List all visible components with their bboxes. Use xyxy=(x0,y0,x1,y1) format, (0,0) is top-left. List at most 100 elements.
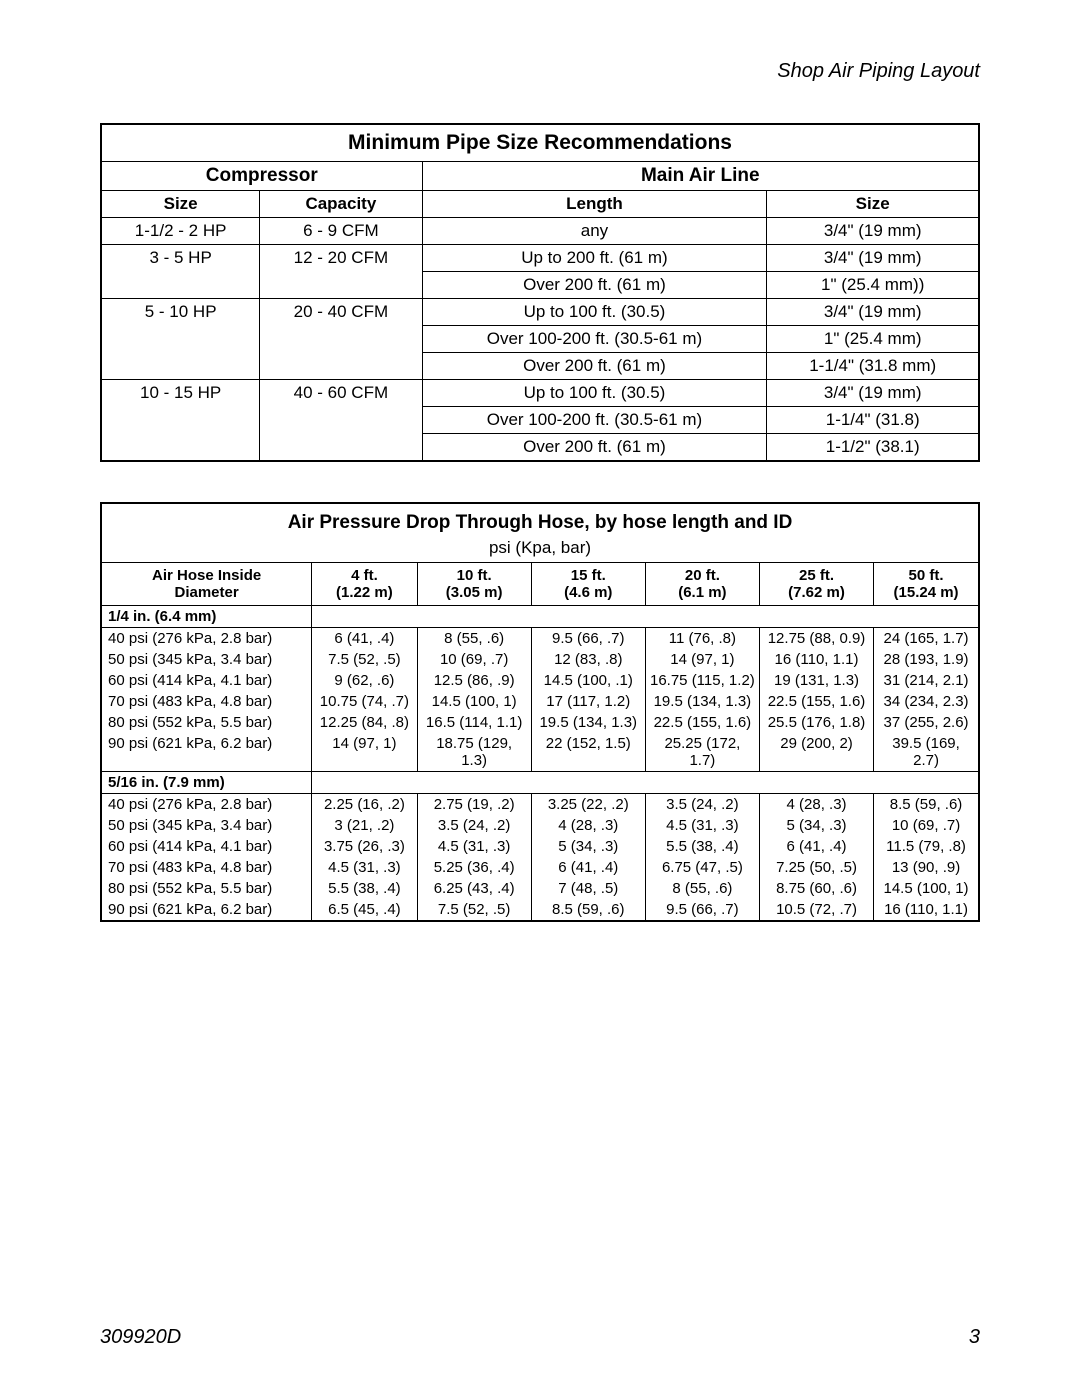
cell xyxy=(260,272,422,299)
page-header: Shop Air Piping Layout xyxy=(100,60,980,83)
cell: Over 200 ft. (61 m) xyxy=(422,353,767,380)
t1-group-compressor: Compressor xyxy=(101,162,422,191)
t1-title: Minimum Pipe Size Recommendations xyxy=(101,124,979,162)
cell: 1-1/4" (31.8) xyxy=(767,407,979,434)
cell: 8 (55, .6) xyxy=(417,628,531,650)
cell: 50 psi (345 kPa, 3.4 bar) xyxy=(101,649,312,670)
cell: 7.5 (52, .5) xyxy=(312,649,417,670)
cell: 6.5 (45, .4) xyxy=(312,899,417,921)
cell: 37 (255, 2.6) xyxy=(874,712,979,733)
cell: 14 (97, 1) xyxy=(645,649,759,670)
page-number: 3 xyxy=(969,1326,980,1349)
cell: 14.5 (100, 1) xyxy=(874,878,979,899)
cell: 7.25 (50, .5) xyxy=(759,857,873,878)
t1-col-size2: Size xyxy=(767,191,979,218)
cell: 5.25 (36, .4) xyxy=(417,857,531,878)
cell: Up to 200 ft. (61 m) xyxy=(422,245,767,272)
cell: 10 - 15 HP xyxy=(101,380,260,407)
t1-col-size: Size xyxy=(101,191,260,218)
cell: 11.5 (79, .8) xyxy=(874,836,979,857)
cell: 14 (97, 1) xyxy=(312,733,417,772)
cell xyxy=(101,326,260,353)
table-row: 60 psi (414 kPa, 4.1 bar)9 (62, .6)12.5 … xyxy=(101,670,979,691)
cell: 2.25 (16, .2) xyxy=(312,794,417,816)
cell: 31 (214, 2.1) xyxy=(874,670,979,691)
col-15ft: 15 ft.(4.6 m) xyxy=(531,563,645,606)
cell: 24 (165, 1.7) xyxy=(874,628,979,650)
cell: 8.5 (59, .6) xyxy=(531,899,645,921)
cell xyxy=(260,353,422,380)
cell: 4.5 (31, .3) xyxy=(417,836,531,857)
cell: 6 (41, .4) xyxy=(312,628,417,650)
t2-subtitle: psi (Kpa, bar) xyxy=(101,536,979,563)
cell xyxy=(101,407,260,434)
pipe-size-table: Minimum Pipe Size Recommendations Compre… xyxy=(100,123,980,462)
cell: 90 psi (621 kPa, 6.2 bar) xyxy=(101,899,312,921)
col-25ft: 25 ft.(7.62 m) xyxy=(759,563,873,606)
cell: 16 (110, 1.1) xyxy=(874,899,979,921)
cell: 25.25 (172, 1.7) xyxy=(645,733,759,772)
cell: 12.75 (88, 0.9) xyxy=(759,628,873,650)
cell: 19.5 (134, 1.3) xyxy=(645,691,759,712)
cell: 6 (41, .4) xyxy=(759,836,873,857)
cell: 13 (90, .9) xyxy=(874,857,979,878)
table-row: 40 psi (276 kPa, 2.8 bar)2.25 (16, .2)2.… xyxy=(101,794,979,816)
cell: 8.75 (60, .6) xyxy=(759,878,873,899)
cell: 34 (234, 2.3) xyxy=(874,691,979,712)
cell: 10 (69, .7) xyxy=(417,649,531,670)
cell: 70 psi (483 kPa, 4.8 bar) xyxy=(101,691,312,712)
table-row: 80 psi (552 kPa, 5.5 bar)12.25 (84, .8)1… xyxy=(101,712,979,733)
cell: Over 100-200 ft. (30.5-61 m) xyxy=(422,407,767,434)
cell: 1" (25.4 mm)) xyxy=(767,272,979,299)
table-row: Over 200 ft. (61 m) 1-1/4" (31.8 mm) xyxy=(101,353,979,380)
cell: 3/4" (19 mm) xyxy=(767,218,979,245)
cell: 3 - 5 HP xyxy=(101,245,260,272)
cell: 3/4" (19 mm) xyxy=(767,380,979,407)
cell: 16.75 (115, 1.2) xyxy=(645,670,759,691)
cell: 5 (34, .3) xyxy=(759,815,873,836)
cell: 8 (55, .6) xyxy=(645,878,759,899)
cell: 8.5 (59, .6) xyxy=(874,794,979,816)
cell: Up to 100 ft. (30.5) xyxy=(422,299,767,326)
cell: 16 (110, 1.1) xyxy=(759,649,873,670)
cell: 2.75 (19, .2) xyxy=(417,794,531,816)
table-row: 50 psi (345 kPa, 3.4 bar)3 (21, .2)3.5 (… xyxy=(101,815,979,836)
cell: 1-1/4" (31.8 mm) xyxy=(767,353,979,380)
cell xyxy=(260,326,422,353)
cell: any xyxy=(422,218,767,245)
cell: 10.5 (72, .7) xyxy=(759,899,873,921)
cell: 12.25 (84, .8) xyxy=(312,712,417,733)
cell: 11 (76, .8) xyxy=(645,628,759,650)
cell: Over 200 ft. (61 m) xyxy=(422,272,767,299)
table-row: 70 psi (483 kPa, 4.8 bar)4.5 (31, .3)5.2… xyxy=(101,857,979,878)
cell xyxy=(260,407,422,434)
cell: 28 (193, 1.9) xyxy=(874,649,979,670)
table-row: 5 - 10 HP 20 - 40 CFM Up to 100 ft. (30.… xyxy=(101,299,979,326)
table-row: Over 100-200 ft. (30.5-61 m) 1-1/4" (31.… xyxy=(101,407,979,434)
t2-col-header: Air Hose InsideDiameter 4 ft.(1.22 m) 10… xyxy=(101,563,979,606)
cell: 3/4" (19 mm) xyxy=(767,299,979,326)
cell: 1-1/2" (38.1) xyxy=(767,434,979,462)
cell: Over 100-200 ft. (30.5-61 m) xyxy=(422,326,767,353)
cell: 90 psi (621 kPa, 6.2 bar) xyxy=(101,733,312,772)
cell: Over 200 ft. (61 m) xyxy=(422,434,767,462)
cell: 19.5 (134, 1.3) xyxy=(531,712,645,733)
table-row: Over 100-200 ft. (30.5-61 m) 1" (25.4 mm… xyxy=(101,326,979,353)
cell xyxy=(101,272,260,299)
cell xyxy=(101,353,260,380)
cell: 1" (25.4 mm) xyxy=(767,326,979,353)
cell: 16.5 (114, 1.1) xyxy=(417,712,531,733)
cell: 9 (62, .6) xyxy=(312,670,417,691)
col-diameter: Air Hose InsideDiameter xyxy=(101,563,312,606)
diameter-row: 5/16 in. (7.9 mm) xyxy=(101,772,979,794)
cell: 12.5 (86, .9) xyxy=(417,670,531,691)
t2-title: Air Pressure Drop Through Hose, by hose … xyxy=(101,503,979,536)
cell: 19 (131, 1.3) xyxy=(759,670,873,691)
cell: 40 psi (276 kPa, 2.8 bar) xyxy=(101,628,312,650)
cell: 14.5 (100, 1) xyxy=(417,691,531,712)
col-50ft: 50 ft.(15.24 m) xyxy=(874,563,979,606)
cell: 3.75 (26, .3) xyxy=(312,836,417,857)
cell: 29 (200, 2) xyxy=(759,733,873,772)
table-row: 3 - 5 HP 12 - 20 CFM Up to 200 ft. (61 m… xyxy=(101,245,979,272)
table-row: 40 psi (276 kPa, 2.8 bar)6 (41, .4)8 (55… xyxy=(101,628,979,650)
